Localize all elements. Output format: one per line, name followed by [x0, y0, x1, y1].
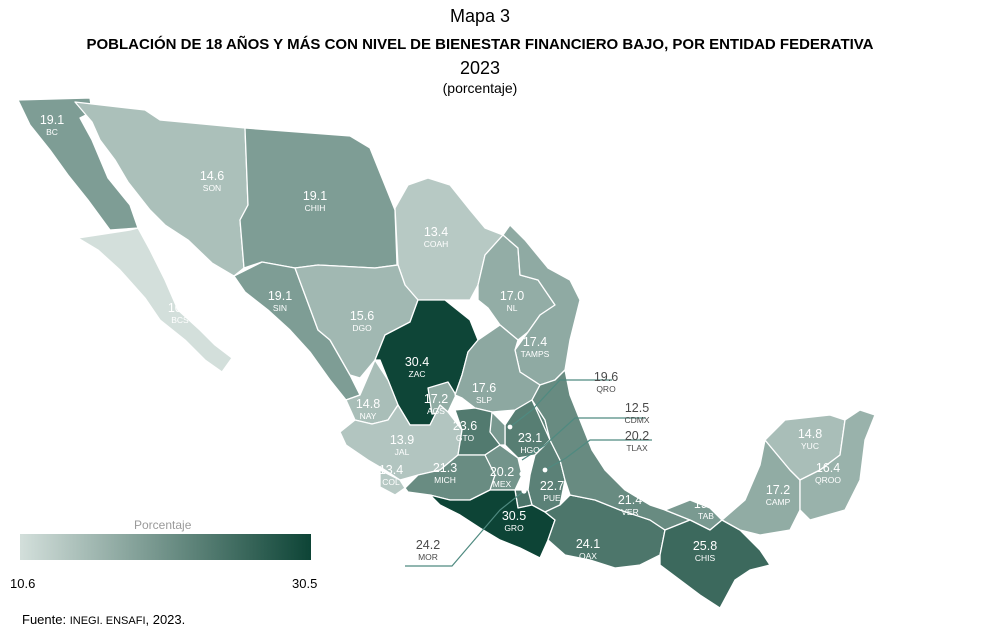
state-abbr-chis: CHIS	[695, 553, 716, 563]
value-label-qroo: 16.4	[816, 461, 840, 475]
state-abbr-sin: SIN	[273, 303, 287, 313]
state-abbr-oax: OAX	[579, 551, 597, 561]
value-label-tlax: 20.2	[625, 429, 649, 443]
legend-max-label: 30.5	[292, 576, 318, 591]
state-abbr-gro: GRO	[504, 523, 524, 533]
map-year: 2023	[459, 58, 501, 78]
state-abbr-chih: CHIH	[305, 203, 326, 213]
mor-marker	[521, 488, 527, 494]
value-label-tab: 19.5	[694, 497, 718, 511]
state-abbr-coah: COAH	[424, 239, 449, 249]
cdmx-marker	[519, 471, 525, 477]
value-label-gto: 23.6	[453, 419, 477, 433]
state-abbr-qro: QRO	[596, 384, 616, 394]
value-label-cdmx: 12.5	[625, 401, 649, 415]
map-unit: (porcentaje)	[442, 80, 518, 96]
value-label-nl: 17.0	[500, 289, 524, 303]
source-note: Fuente: INEGI. ENSAFI, 2023.	[22, 612, 185, 627]
qro-marker	[507, 424, 513, 430]
value-label-hgo: 23.1	[518, 431, 542, 445]
state-abbr-camp: CAMP	[766, 497, 791, 507]
source-org: INEGI. ENSAFI	[69, 615, 146, 627]
state-qroo	[799, 409, 876, 521]
legend-title: Porcentaje	[134, 518, 192, 532]
tlax-marker	[542, 467, 548, 473]
callout-line-cdmx	[521, 417, 645, 461]
value-label-tamps: 17.4	[523, 335, 547, 349]
value-label-mor: 24.2	[416, 538, 440, 552]
state-abbr-dgo: DGO	[352, 323, 372, 333]
value-label-yuc: 14.8	[798, 427, 822, 441]
value-label-bc: 19.1	[40, 113, 64, 127]
state-abbr-nay: NAY	[360, 411, 377, 421]
value-label-ags: 17.2	[424, 392, 448, 406]
state-abbr-zac: ZAC	[409, 369, 426, 379]
state-abbr-tlax: TLAX	[626, 443, 648, 453]
source-suffix: , 2023.	[145, 612, 186, 627]
value-label-mich: 21.3	[433, 461, 457, 475]
value-label-zac: 30.4	[405, 355, 429, 369]
value-label-son: 14.6	[200, 169, 224, 183]
state-abbr-bc: BC	[46, 127, 58, 137]
state-abbr-tamps: TAMPS	[521, 349, 550, 359]
state-abbr-ver: VER	[621, 507, 638, 517]
state-abbr-mich: MICH	[434, 475, 456, 485]
value-label-slp: 17.6	[472, 381, 496, 395]
value-label-camp: 17.2	[766, 483, 790, 497]
state-abbr-gto: GTO	[456, 433, 475, 443]
callout-line-tlax	[544, 439, 652, 471]
state-col	[379, 469, 406, 496]
state-abbr-son: SON	[203, 183, 221, 193]
state-qro	[489, 411, 506, 446]
state-abbr-mor: MOR	[418, 552, 438, 562]
callout-line-mor	[405, 490, 525, 567]
state-abbr-hgo: HGO	[520, 445, 540, 455]
state-abbr-mex: MEX	[493, 479, 512, 489]
source-prefix: Fuente:	[22, 612, 70, 627]
state-chis	[659, 519, 771, 609]
value-label-mex: 20.2	[490, 465, 514, 479]
callout-line-qro	[509, 379, 612, 428]
state-abbr-qroo: QROO	[815, 475, 841, 485]
state-abbr-col: COL	[382, 477, 400, 487]
value-label-nay: 14.8	[356, 397, 380, 411]
value-label-qro: 19.6	[594, 370, 618, 384]
value-label-pue: 22.7	[540, 479, 564, 493]
value-label-oax: 24.1	[576, 537, 600, 551]
state-abbr-ags: AGS	[427, 406, 445, 416]
state-abbr-cdmx: CDMX	[624, 415, 649, 425]
map-title: POBLACIÓN DE 18 AÑOS Y MÁS CON NIVEL DE …	[86, 36, 874, 53]
state-abbr-nl: NL	[507, 303, 518, 313]
state-abbr-yuc: YUC	[801, 441, 819, 451]
value-label-jal: 13.9	[390, 433, 414, 447]
state-ags	[427, 381, 457, 415]
state-abbr-tab: TAB	[698, 511, 714, 521]
value-label-bcs: 10.6	[168, 301, 192, 315]
state-abbr-bcs: BCS	[171, 315, 189, 325]
value-label-gro: 30.5	[502, 509, 526, 523]
state-abbr-jal: JAL	[395, 447, 410, 457]
map-number-label: Mapa 3	[449, 6, 511, 26]
legend-color-ramp	[20, 534, 311, 560]
value-label-chis: 25.8	[693, 539, 717, 553]
value-label-sin: 19.1	[268, 289, 292, 303]
state-abbr-pue: PUE	[543, 493, 561, 503]
state-abbr-slp: SLP	[476, 395, 492, 405]
state-bcs	[77, 227, 233, 373]
legend-min-label: 10.6	[10, 576, 36, 591]
value-label-coah: 13.4	[424, 225, 448, 239]
state-son	[74, 101, 249, 277]
value-label-dgo: 15.6	[350, 309, 374, 323]
value-label-col: 13.4	[379, 463, 403, 477]
value-label-chih: 19.1	[303, 189, 327, 203]
value-label-ver: 21.4	[618, 493, 642, 507]
